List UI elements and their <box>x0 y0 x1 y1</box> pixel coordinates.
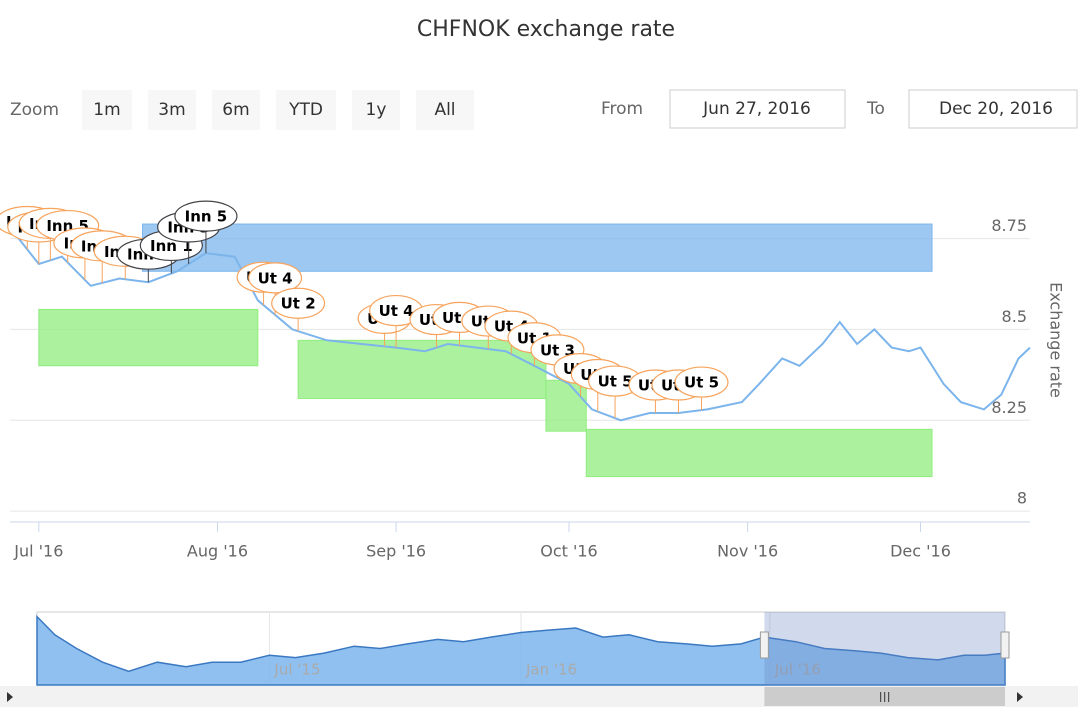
range-button[interactable] <box>276 90 336 130</box>
flag-label: Ut 5 <box>684 374 719 392</box>
flag-label: Ut 4 <box>258 269 293 287</box>
flag <box>271 287 326 319</box>
plot-band <box>585 428 933 478</box>
navigator-area <box>36 614 1006 686</box>
flag-label: Ut 3 <box>540 341 575 359</box>
y-tick-label: 8.75 <box>991 216 1027 235</box>
x-tick-label: Dec '16 <box>890 542 951 561</box>
range-button-label[interactable]: YTD <box>288 100 323 120</box>
navigator-handle[interactable] <box>759 631 769 659</box>
flag <box>248 262 303 294</box>
x-tick-label: Nov '16 <box>717 542 778 561</box>
navigator-tick-label: Jul '15 <box>273 661 320 679</box>
x-tick-label: Aug '16 <box>187 542 248 561</box>
plot-band <box>38 308 259 367</box>
range-button-label[interactable]: 6m <box>222 100 249 120</box>
scroll-left[interactable] <box>7 692 13 702</box>
flag-label: Inn 5 <box>185 208 228 226</box>
scrollbar-grip <box>880 692 890 702</box>
x-tick-label: Sep '16 <box>366 542 426 561</box>
flag <box>674 366 729 398</box>
navigator-mask[interactable] <box>764 612 1005 685</box>
range-button[interactable] <box>352 90 400 130</box>
navigator-handle[interactable] <box>1000 631 1010 659</box>
to-input[interactable] <box>908 89 1078 129</box>
flag-label: Ut 2 <box>281 295 316 313</box>
chart-title: CHFNOK exchange rate <box>417 17 675 42</box>
range-button[interactable] <box>82 90 132 130</box>
range-button-label[interactable]: 1m <box>93 100 120 120</box>
range-button-label[interactable]: All <box>434 100 455 120</box>
flag-label: Ut 5 <box>598 373 633 391</box>
y-tick-label: 8.25 <box>991 398 1027 417</box>
navigator-tick-label: Jul '16 <box>774 661 821 679</box>
x-tick-label: Jul '16 <box>13 542 63 561</box>
flag <box>174 200 238 232</box>
from-date[interactable]: Jun 27, 2016 <box>702 99 811 119</box>
y-axis-label: Exchange rate <box>1047 282 1066 398</box>
from-input[interactable] <box>669 89 846 129</box>
x-tick-label: Oct '16 <box>540 542 598 561</box>
range-button-label[interactable]: 3m <box>158 100 185 120</box>
zoom-label: Zoom <box>10 100 59 120</box>
y-tick-label: 8.5 <box>1002 307 1027 326</box>
navigator-tick-label: Jan '16 <box>525 661 577 679</box>
to-date[interactable]: Dec 20, 2016 <box>939 99 1053 119</box>
plot-band <box>297 339 547 399</box>
range-button[interactable] <box>148 90 196 130</box>
scroll-right[interactable] <box>1017 692 1023 702</box>
flag-label: Ut 4 <box>379 302 414 320</box>
from-label: From <box>601 99 643 119</box>
range-button-label[interactable]: 1y <box>366 100 387 120</box>
to-label: To <box>866 99 885 119</box>
y-tick-label: 8 <box>1017 489 1027 508</box>
series-line <box>15 234 1031 422</box>
range-button[interactable] <box>416 90 474 130</box>
range-button[interactable] <box>212 90 260 130</box>
